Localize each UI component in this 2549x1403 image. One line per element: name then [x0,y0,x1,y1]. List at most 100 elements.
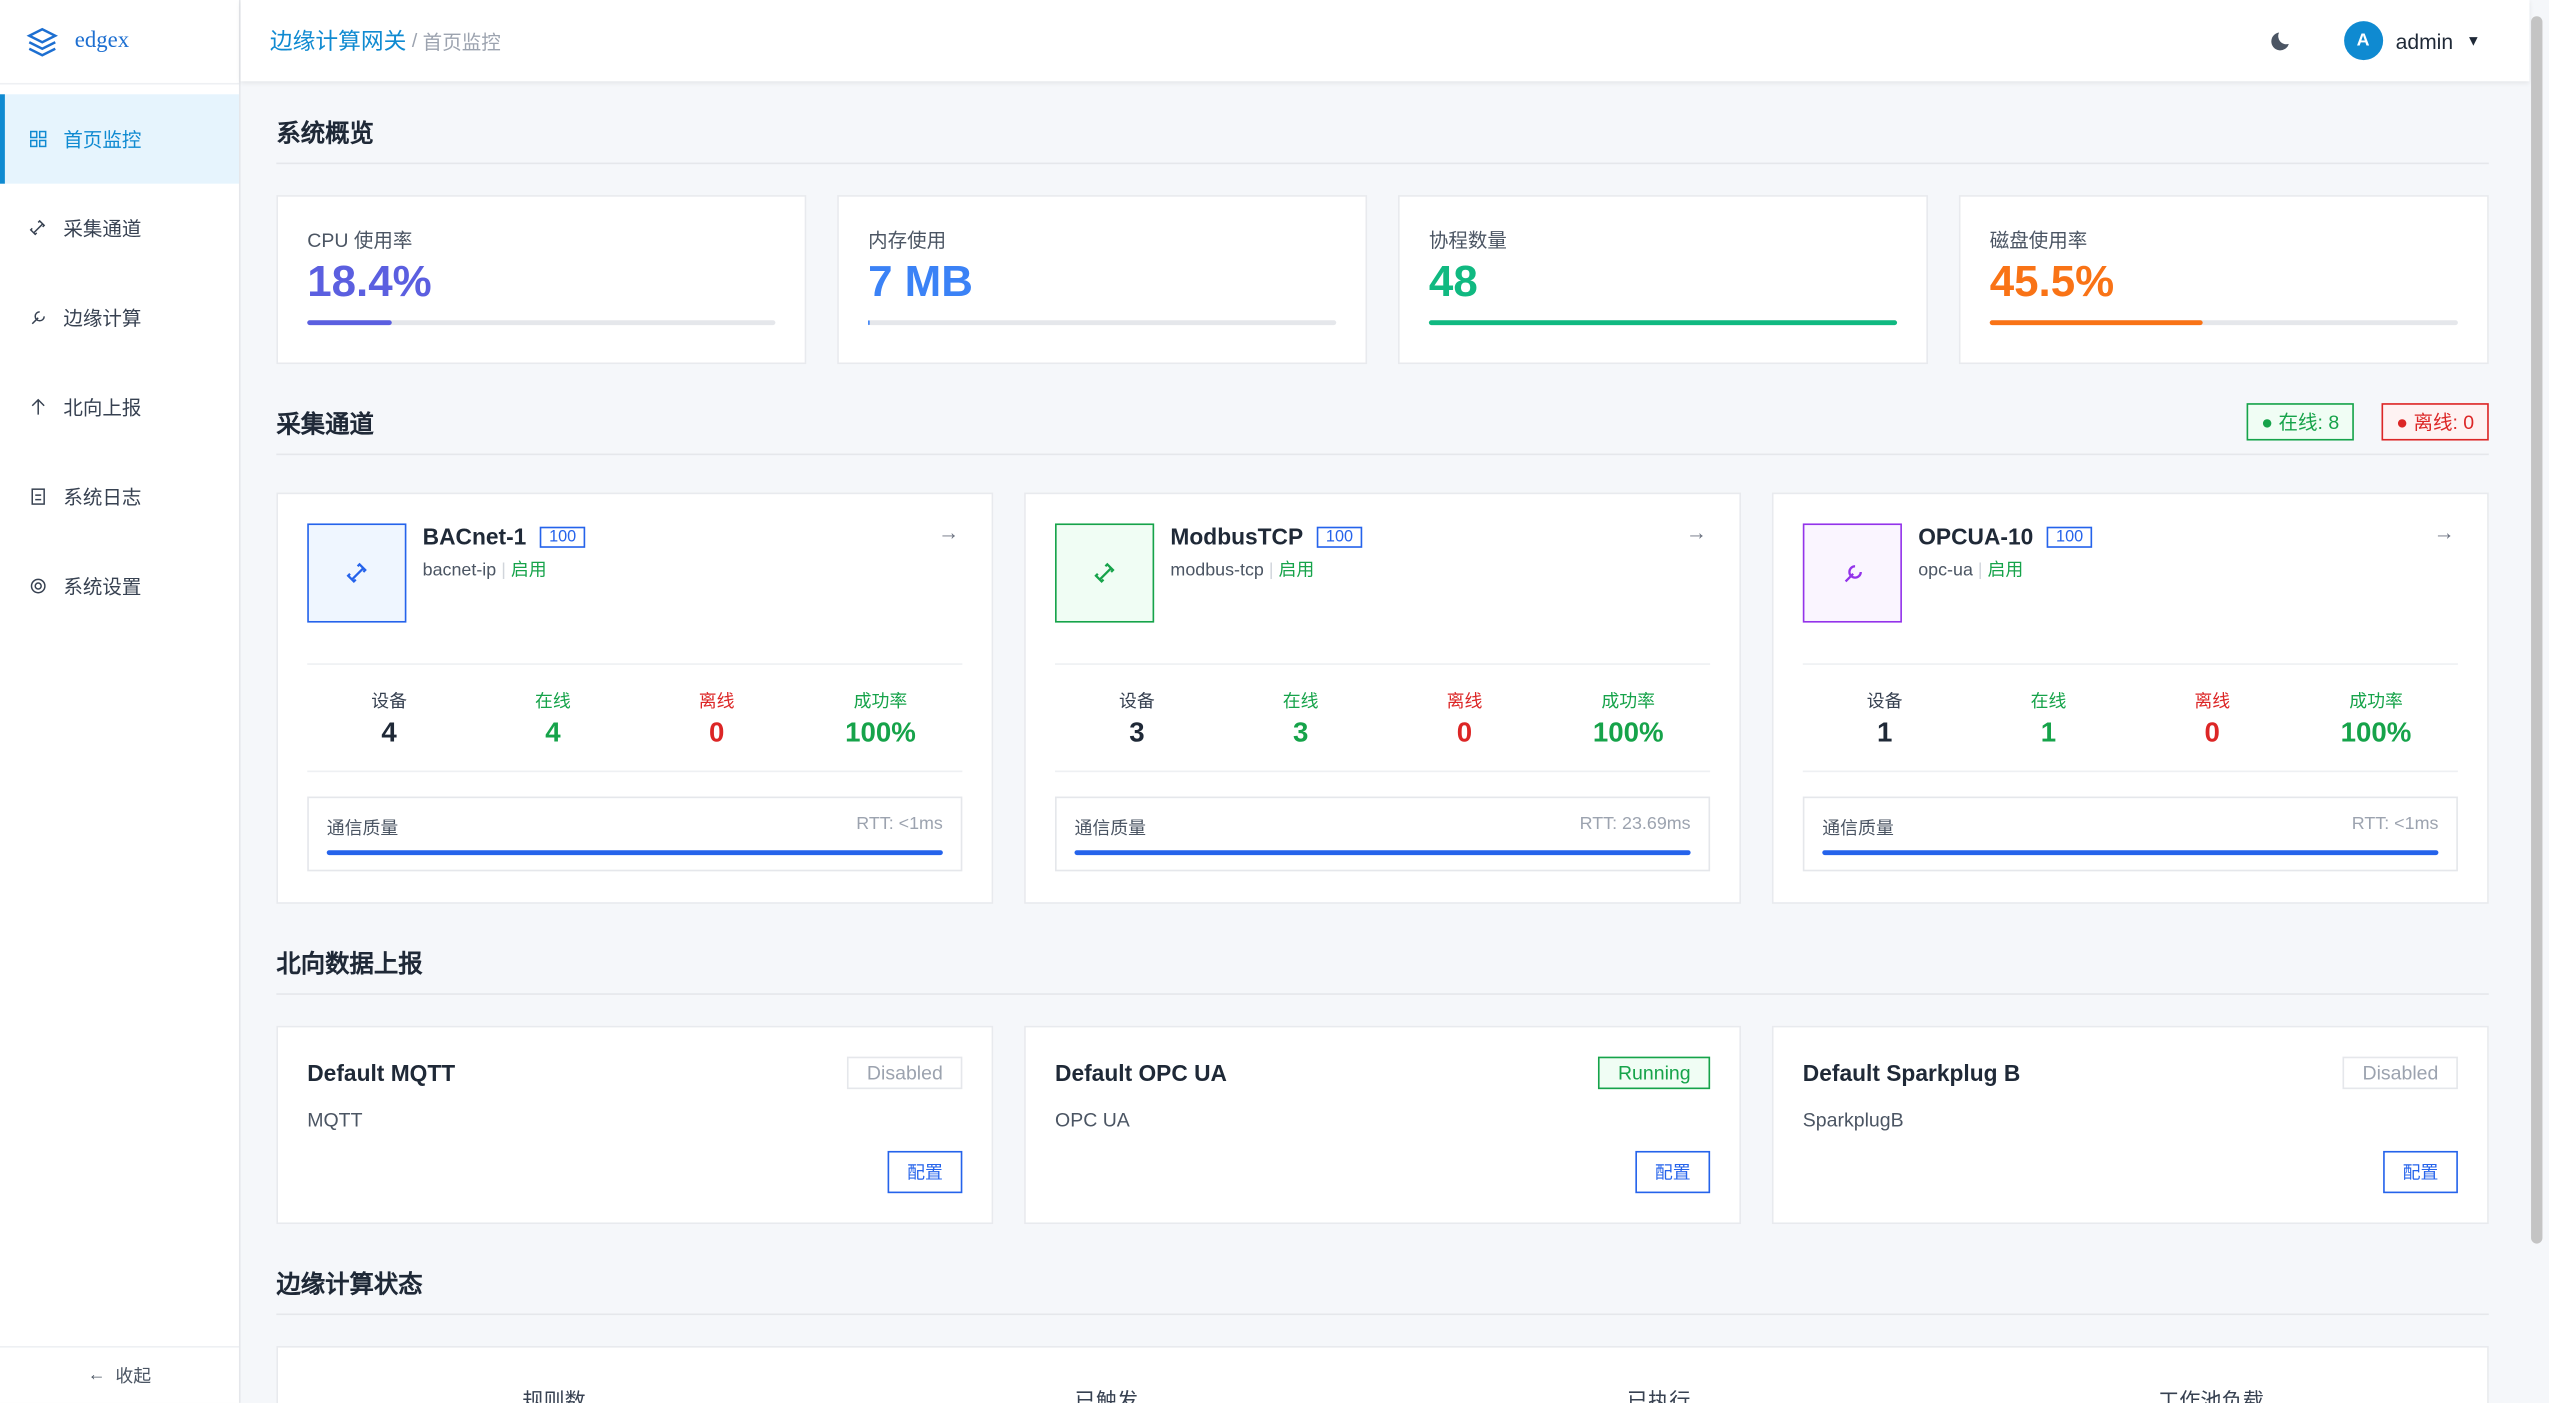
channel-status: 启用 [1278,560,1315,581]
northbound-protocol: MQTT [307,1108,363,1132]
quality-bar [1074,850,1691,856]
nav-label: 首页监控 [63,128,142,152]
northbound-name: Default MQTT [307,1059,456,1086]
offline-count: 离线: 0 [2413,411,2475,435]
stat-value: 7 MB [868,256,973,306]
open-arrow[interactable]: → [1685,520,1707,545]
open-arrow[interactable]: → [2433,520,2455,545]
stat-value: 3 [1292,716,1309,748]
channel-protocol: bacnet-ip [422,560,497,581]
nav-icon [31,488,45,505]
stat-value: 4 [381,716,397,748]
stat-card: 磁盘使用率 45.5% [1958,195,2489,365]
progress-fill [307,320,392,326]
rtt: RTT: <1ms [856,814,943,834]
theme-toggle[interactable] [2269,28,2295,54]
config-button[interactable]: 配置 [2383,1150,2458,1194]
breadcrumb: 首页监控 [422,30,501,53]
stat-label: 成功率 [853,692,908,713]
progress-fill [1428,320,1898,326]
nav-icon [29,219,46,236]
online-count: 在线: 8 [2278,411,2340,435]
nav-item[interactable]: 北向上报 [0,363,239,452]
stat-value: 45.5% [1989,256,2115,306]
stat-value: 4 [545,716,561,748]
channel-card[interactable]: ModbusTCP 100 modbus-tcp | 启用 → 设备 3 在线 3 离线 0… [1024,492,1742,904]
channel-card[interactable]: BACnet-1 100 bacnet-ip | 启用 → 设备 4 在线 4 离线 0 成功… [276,492,994,904]
section-title-text: 采集通道 [276,411,374,439]
progress-track [307,320,776,326]
quality-label: 通信质量 [326,819,399,839]
breadcrumb[interactable]: 边缘计算网关 [269,27,407,54]
channel-badge: 100 [2046,525,2093,548]
stat-value: 3 [1129,716,1145,748]
sidebar: edgex 首页监控采集通道边缘计算北向上报系统日志 系统设置 ← 收起 [0,0,241,1403]
northbound-name: Default Sparkplug B [1802,1059,2021,1086]
nav-label: 边缘计算 [63,307,142,330]
offline-tag: ● 离线: 0 [2381,403,2489,441]
rtt: RTT: 23.69ms [1579,814,1691,834]
progress-track [1428,320,1898,326]
channel-protocol: opc-ua [1918,560,1973,581]
stat-label: 在线 [2030,692,2067,713]
northbound-card: Default MQTT MQTT Disabled 配置 [276,1025,994,1225]
config-button[interactable]: 配置 [887,1150,963,1194]
stat-label: 协程数量 [1428,229,1507,252]
collapse[interactable]: ← 收起 [0,1345,239,1403]
nav-item[interactable]: 首页监控 [0,94,239,184]
stat-label: 离线 [698,692,735,713]
stat-label: 在线 [535,692,571,713]
nav-item[interactable]: 系统日志 [0,452,239,541]
stat-card: CPU 使用率 18.4% [276,195,807,365]
stat-label: 内存使用 [868,229,947,252]
northbound-state: Running [1598,1056,1711,1090]
brand-name: edgex [74,28,130,53]
stat-value: 100% [2340,716,2412,748]
stat-value: 1 [2040,716,2057,748]
edge-status: 规则数 已触发 已执行 工作池负载 [276,1345,2489,1403]
stat-value: 100% [845,716,916,748]
section-title-text: 边缘计算状态 [276,1271,423,1299]
nav-item[interactable]: 采集通道 [0,184,239,273]
scrollbar[interactable] [2531,16,2543,1244]
progress-fill [868,320,870,326]
quality-bar [1822,850,2439,856]
nav-item[interactable]: 系统设置 [0,541,239,630]
stat-label: 离线 [2194,692,2231,713]
open-arrow[interactable]: → [937,520,960,545]
channel-status: 启用 [510,560,547,581]
section-title-text: 北向数据上报 [276,950,423,979]
progress-track [1989,320,2458,326]
brand: edgex [0,0,239,85]
stat-label: 成功率 [2349,692,2403,713]
stat-label: 离线 [1446,692,1483,713]
stat-card: 内存使用 7 MB [837,195,1368,365]
channel-card[interactable]: OPCUA-10 100 opc-ua | 启用 → 设备 1 在线 1 离线 0 成功率 10… [1771,492,2489,904]
config-button[interactable]: 配置 [1635,1150,1711,1194]
stat-value: 18.4% [307,256,432,306]
edge-label: 已触发 [1074,1388,1139,1403]
quality-box: 通信质量 RTT: <1ms [307,796,963,872]
northbound-state: Disabled [847,1056,963,1090]
quality-box: 通信质量 RTT: <1ms [1802,796,2458,872]
northbound-state: Disabled [2342,1056,2458,1090]
channel-name: ModbusTCP [1170,523,1304,550]
quality-label: 通信质量 [1822,819,1894,839]
progress-fill [1989,320,2203,326]
northbound-protocol: OPC UA [1055,1108,1130,1132]
northbound-card: Default Sparkplug B SparkplugB Disabled 配… [1771,1025,2489,1225]
quality-bar [326,850,943,856]
stat-label: 设备 [371,692,408,713]
progress-track [868,320,1337,326]
nav-item[interactable]: 边缘计算 [0,273,239,362]
stat-value: 48 [1428,256,1478,306]
channel-name: BACnet-1 [422,523,527,550]
section-title-text: 系统概览 [276,120,374,148]
collapse-label: 收起 [115,1367,152,1387]
nav-label: 北向上报 [63,396,142,420]
edge-label: 工作池负载 [2158,1388,2264,1403]
